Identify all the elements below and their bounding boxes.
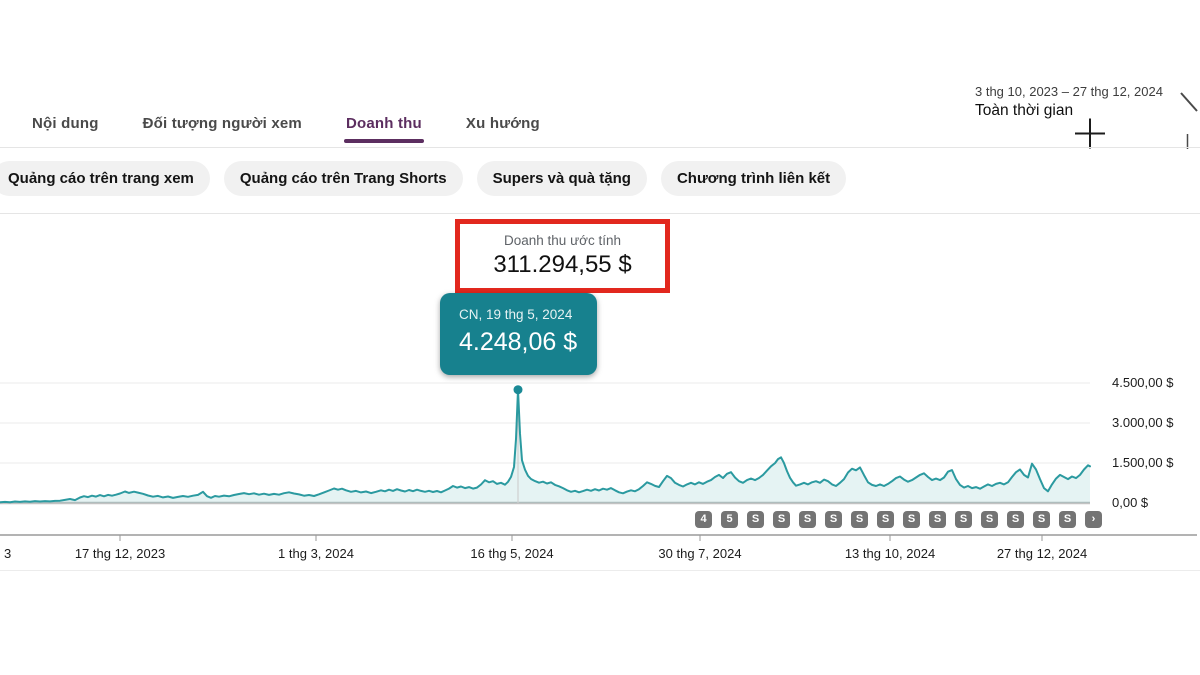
date-range-label: Toàn thời gian bbox=[975, 102, 1074, 119]
chip-quang-cao-trang-shorts[interactable]: Quảng cáo trên Trang Shorts bbox=[223, 161, 463, 196]
revenue-filter-chips: Quảng cáo trên trang xem Quảng cáo trên … bbox=[0, 161, 847, 196]
x-axis-label: 1 thg 3, 2024 bbox=[278, 546, 354, 561]
video-marker-badge[interactable]: S bbox=[799, 511, 816, 528]
x-axis-label: 17 thg 12, 2023 bbox=[74, 546, 166, 561]
tabbar-divider bbox=[0, 147, 1200, 148]
module-bottom-divider bbox=[0, 570, 1200, 571]
video-marker-badge[interactable]: S bbox=[1059, 511, 1076, 528]
video-marker-badge[interactable]: S bbox=[903, 511, 920, 528]
x-axis-label: 27 thg 12, 2024 bbox=[996, 546, 1088, 561]
tab-noi-dung[interactable]: Nội dung bbox=[32, 114, 99, 132]
chevron-down-icon[interactable] bbox=[1180, 92, 1198, 112]
x-axis-label: 13 thg 10, 2024 bbox=[844, 546, 936, 561]
analytics-tab-bar: Nội dung Đối tượng người xem Doanh thu X… bbox=[30, 100, 542, 146]
markers-next-button[interactable]: › bbox=[1085, 511, 1102, 528]
video-publish-markers: 4 5 S S S S S S S S S S S S S › bbox=[695, 511, 1102, 528]
metric-label: Doanh thu ước tính bbox=[504, 233, 621, 248]
crosshair-cursor-icon bbox=[1075, 118, 1105, 149]
area-fill bbox=[0, 389, 1090, 503]
tooltip-date: CN, 19 thg 5, 2024 bbox=[459, 307, 573, 322]
x-axis-label: 30 thg 7, 2024 bbox=[658, 546, 742, 561]
chip-chuong-trinh-lien-ket[interactable]: Chương trình liên kết bbox=[660, 161, 847, 196]
revenue-line bbox=[0, 388, 1091, 504]
video-marker-badge[interactable]: 5 bbox=[721, 511, 738, 528]
tab-xu-huong[interactable]: Xu hướng bbox=[465, 114, 540, 132]
revenue-area-series bbox=[0, 382, 1197, 541]
chip-quang-cao-trang-xem[interactable]: Quảng cáo trên trang xem bbox=[0, 161, 210, 196]
video-marker-badge[interactable]: S bbox=[1033, 511, 1050, 528]
video-marker-badge[interactable]: S bbox=[1007, 511, 1024, 528]
y-axis-label: 4.500,00 $ bbox=[1112, 375, 1174, 390]
y-axis-label: 3.000,00 $ bbox=[1112, 415, 1174, 430]
date-range-picker[interactable]: 3 thg 10, 2023 – 27 thg 12, 2024 Toàn th… bbox=[975, 84, 1163, 120]
video-marker-badge[interactable]: S bbox=[877, 511, 894, 528]
highlight-point bbox=[513, 385, 523, 395]
chip-supers-va-qua-tang[interactable]: Supers và quà tặng bbox=[476, 161, 647, 196]
video-marker-badge[interactable]: S bbox=[825, 511, 842, 528]
metric-value: 311.294,55 $ bbox=[493, 251, 632, 278]
video-marker-badge[interactable]: S bbox=[929, 511, 946, 528]
tab-doanh-thu[interactable]: Doanh thu bbox=[343, 100, 424, 146]
video-marker-badge[interactable]: S bbox=[955, 511, 972, 528]
x-axis-label: 16 thg 5, 2024 bbox=[470, 546, 554, 561]
y-axis-label: 1.500,00 $ bbox=[1112, 455, 1174, 470]
tooltip-value: 4.248,06 $ bbox=[459, 328, 578, 356]
video-marker-badge[interactable]: S bbox=[747, 511, 764, 528]
x-axis-label: 3 bbox=[4, 546, 12, 561]
y-axis-label: 0,00 $ bbox=[1112, 495, 1149, 510]
chart-tooltip: CN, 19 thg 5, 2024 4.248,06 $ bbox=[440, 293, 597, 375]
chips-divider bbox=[0, 213, 1200, 214]
video-marker-badge[interactable]: S bbox=[981, 511, 998, 528]
video-marker-badge[interactable]: S bbox=[773, 511, 790, 528]
video-marker-badge[interactable]: 4 bbox=[695, 511, 712, 528]
tab-doi-tuong-nguoi-xem[interactable]: Đối tượng người xem bbox=[142, 114, 302, 132]
estimated-revenue-highlight: Doanh thu ước tính 311.294,55 $ bbox=[455, 219, 670, 293]
date-range-text: 3 thg 10, 2023 – 27 thg 12, 2024 bbox=[975, 84, 1163, 99]
video-marker-badge[interactable]: S bbox=[851, 511, 868, 528]
